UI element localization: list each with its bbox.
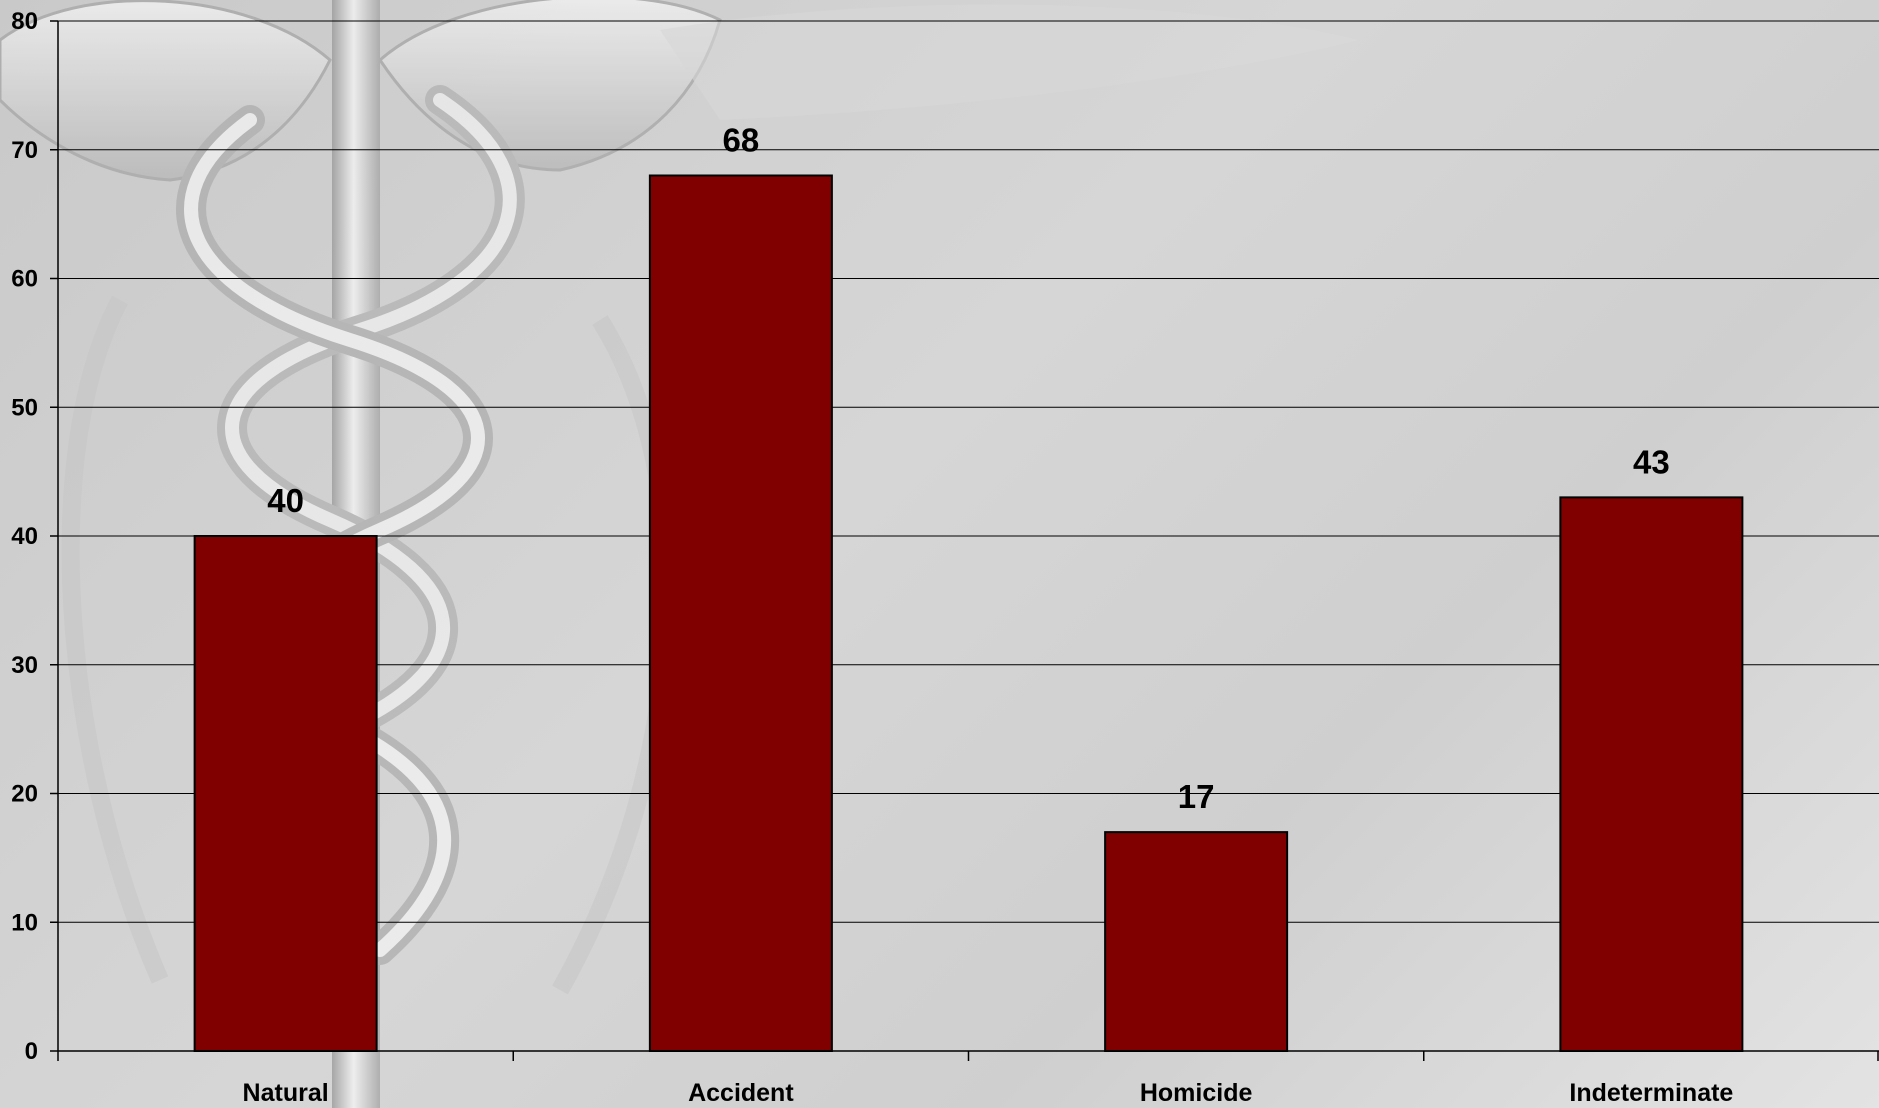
y-tick-label: 60 [11,266,38,293]
x-axis-category-labels: Natural Accident Homicide Indeterminate [243,1079,1734,1107]
bar-indeterminate [1559,496,1744,1052]
category-label-accident: Accident [688,1079,794,1107]
y-tick-label: 10 [11,909,38,936]
category-label-indeterminate: Indeterminate [1569,1079,1733,1107]
bars [193,174,1744,1052]
data-label-natural: 40 [267,482,304,519]
category-label-natural: Natural [243,1079,329,1107]
y-tick-label: 30 [11,652,38,679]
bar-accident [648,174,833,1052]
y-axis-tick-labels: 0 10 20 30 40 50 60 70 80 [11,8,38,1065]
plot-area: 40 68 17 43 0 10 20 30 40 50 60 70 80 Natural Accide… [11,8,1879,1107]
caduceus-watermark-icon [0,0,1360,1108]
bar-natural [193,535,378,1052]
category-label-homicide: Homicide [1140,1079,1253,1107]
y-tick-label: 0 [25,1038,38,1065]
data-label-indeterminate: 43 [1633,443,1670,480]
axes [50,20,1879,1061]
data-label-accident: 68 [723,122,760,159]
data-label-homicide: 17 [1178,778,1215,815]
data-labels: 40 68 17 43 [267,122,1669,816]
y-tick-label: 20 [11,781,38,808]
y-tick-label: 70 [11,137,38,164]
y-tick-label: 50 [11,394,38,421]
y-tick-label: 80 [11,8,38,35]
bar-homicide [1104,831,1289,1052]
y-tick-label: 40 [11,523,38,550]
